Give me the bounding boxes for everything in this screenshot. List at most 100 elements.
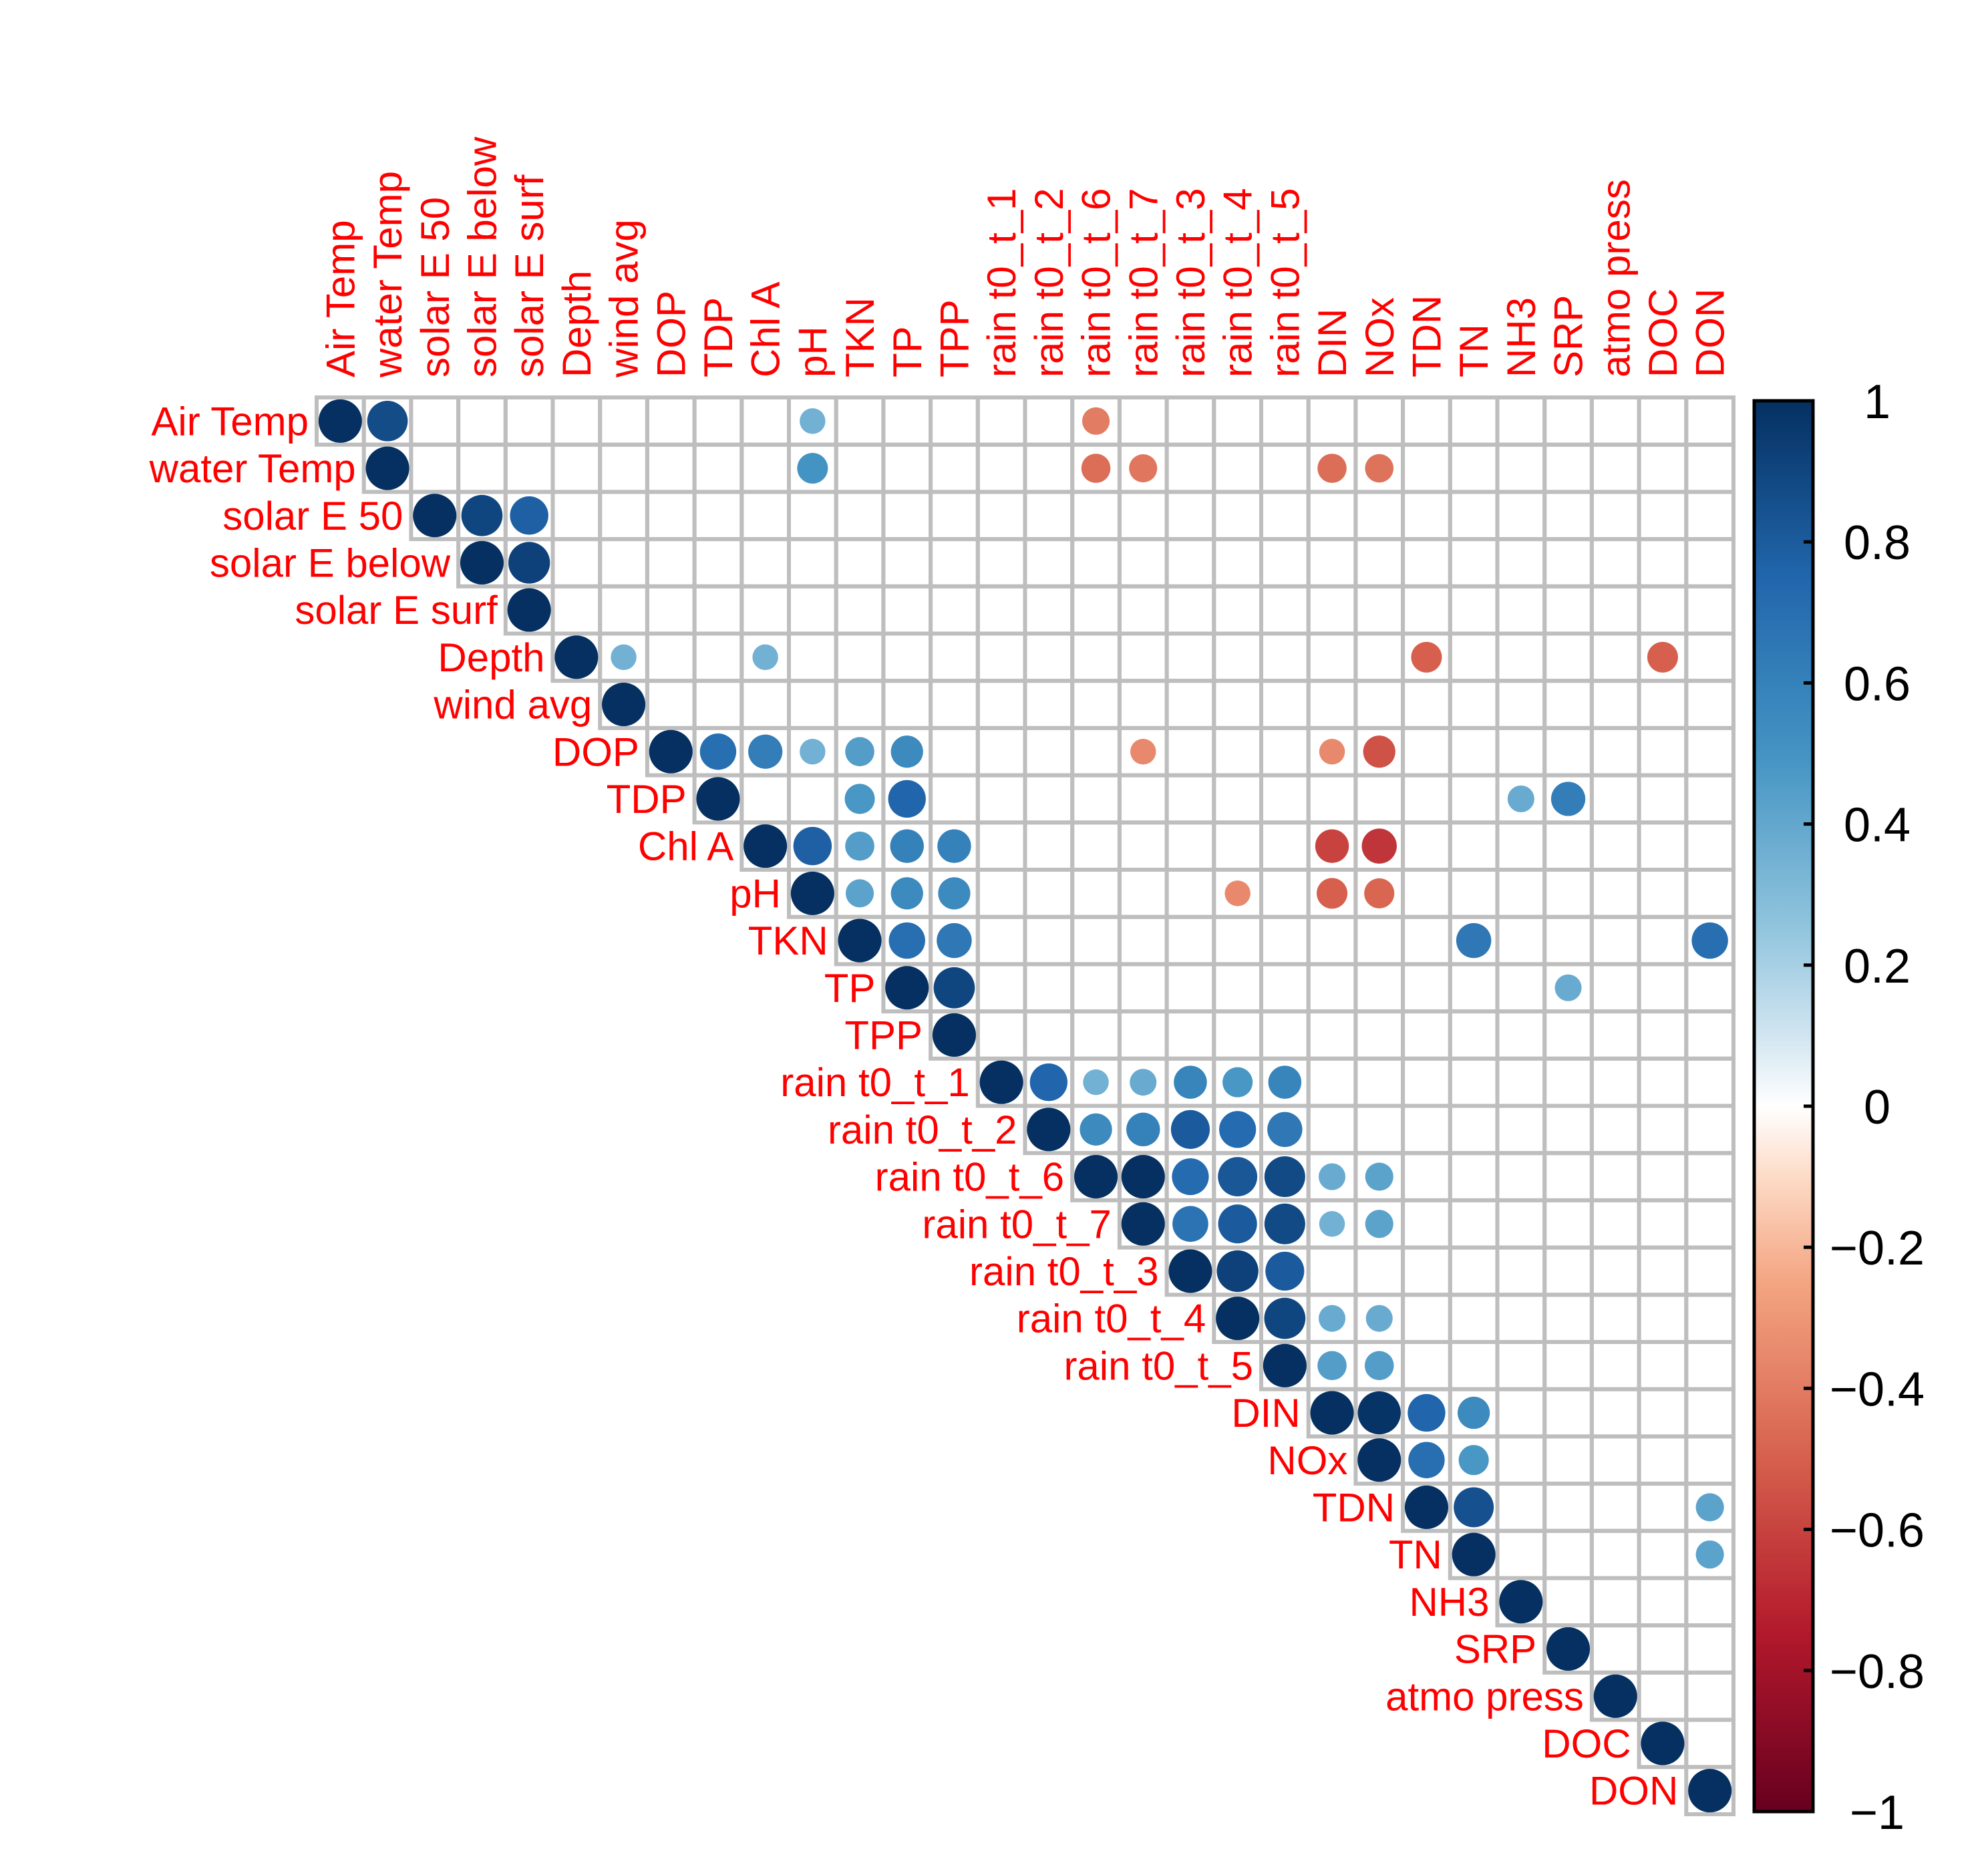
grid-cell — [1117, 962, 1169, 1014]
col-label-rain-t0-t-3: rain t0_t_3 — [1168, 188, 1213, 377]
grid-cell — [1212, 490, 1264, 542]
grid-cell — [975, 725, 1027, 778]
grid-cell — [1542, 1009, 1594, 1061]
grid-cell — [1542, 1387, 1594, 1439]
colorbar-tick-label: −0.6 — [1830, 1504, 1925, 1558]
grid-cell — [1637, 1293, 1689, 1345]
corr-circle-solar-e-below-solar-e-surf — [508, 542, 550, 584]
col-label-wind-avg: wind avg — [602, 219, 647, 378]
grid-cell — [1401, 1340, 1452, 1391]
grid-cell — [692, 442, 744, 494]
grid-cell — [1684, 1009, 1736, 1061]
corr-circle-ph-din — [1317, 878, 1348, 909]
col-label-tn: TN — [1452, 324, 1496, 377]
grid-cell — [1589, 1576, 1641, 1628]
grid-cell — [1259, 725, 1311, 778]
grid-cell — [1023, 679, 1075, 730]
grid-cell — [1448, 631, 1500, 683]
grid-cell — [692, 490, 744, 542]
grid-cell — [1684, 1293, 1736, 1345]
grid-cell — [1637, 1623, 1689, 1675]
grid-cell — [1542, 914, 1594, 967]
colorbar-tick-label: 0.8 — [1844, 516, 1911, 570]
grid-cell — [1164, 679, 1216, 730]
grid-cell — [1542, 1293, 1594, 1345]
corr-circle-dop-tkn — [845, 737, 874, 767]
corr-circle-tdn-tdn — [1404, 1485, 1448, 1529]
grid-cell — [456, 395, 508, 447]
grid-cell — [1495, 914, 1547, 967]
corr-circle-rain-t0-t-6-rain-t0-t-3 — [1172, 1158, 1209, 1196]
grid-cell — [1448, 1151, 1500, 1202]
grid-cell — [1353, 395, 1405, 447]
grid-cell — [1401, 1056, 1452, 1108]
corr-circle-rain-t0-t-5-nox — [1364, 1351, 1394, 1381]
row-label-rain-t0-t-7: rain t0_t_7 — [922, 1202, 1112, 1246]
grid-cell — [1164, 395, 1216, 447]
grid-cell — [739, 442, 792, 494]
grid-cell — [1448, 773, 1500, 825]
row-label-solar-e-below: solar E below — [210, 540, 451, 585]
grid-cell — [1542, 1340, 1594, 1391]
grid-cell — [1259, 537, 1311, 588]
grid-cell — [1589, 395, 1641, 447]
grid-row-wind-avg — [598, 679, 1736, 730]
grid-cell — [1164, 490, 1216, 542]
colorbar-tick-label: 0.2 — [1844, 940, 1911, 993]
row-label-nh3: NH3 — [1409, 1580, 1489, 1625]
grid-cell — [1259, 395, 1311, 447]
col-label-rain-t0-t-1: rain t0_t_1 — [979, 188, 1024, 377]
grid-cell — [1212, 395, 1264, 447]
grid-cell — [1448, 537, 1500, 588]
grid-cell — [1589, 725, 1641, 778]
grid-cell — [787, 631, 838, 683]
corr-circle-ph-tkn — [845, 879, 874, 908]
corr-circle-rain-t0-t-4-rain-t0-t-4 — [1216, 1297, 1260, 1341]
col-label-solar-e-50: solar E 50 — [413, 197, 458, 377]
row-label-tdp: TDP — [607, 777, 687, 822]
corr-circle-chl-a-tkn — [845, 831, 874, 861]
grid-cell — [1401, 584, 1452, 636]
grid-cell — [1306, 1104, 1358, 1156]
colorbar-tick-label: −0.2 — [1830, 1222, 1925, 1275]
grid-cell — [1353, 679, 1405, 730]
grid-cell — [645, 395, 697, 447]
grid-cell — [929, 537, 980, 588]
grid-cell — [739, 584, 792, 636]
grid-cell — [1212, 631, 1264, 683]
colorbar-tick-label: 0 — [1864, 1081, 1890, 1134]
grid-cell — [1637, 1434, 1689, 1486]
col-label-nh3: NH3 — [1499, 297, 1544, 377]
grid-cell — [409, 442, 461, 494]
grid-cell — [1495, 1387, 1547, 1439]
corr-circle-solar-e-below-solar-e-below — [460, 540, 504, 584]
grid-cell — [1023, 914, 1075, 967]
row-label-wind-avg: wind avg — [433, 683, 592, 727]
corr-circle-chl-a-chl-a — [743, 824, 788, 868]
grid-cell — [1117, 820, 1169, 872]
grid-cell — [1259, 631, 1311, 683]
grid-cell — [1306, 962, 1358, 1014]
row-label-dop: DOP — [552, 729, 639, 774]
colorbar-tick-label: −1 — [1850, 1786, 1904, 1840]
col-label-dop: DOP — [649, 291, 693, 377]
grid-cell — [550, 442, 603, 494]
grid-cell — [1542, 584, 1594, 636]
grid-cell — [1306, 537, 1358, 588]
corr-circle-tdp-tkn — [844, 784, 875, 814]
grid-cell — [1212, 537, 1264, 588]
corr-circle-dop-ph — [800, 739, 826, 765]
grid-cell — [1353, 631, 1405, 683]
grid-cell — [834, 679, 886, 730]
corr-circle-rain-t0-t-2-rain-t0-t-2 — [1027, 1108, 1071, 1152]
corr-circle-rain-t0-t-6-rain-t0-t-6 — [1074, 1155, 1118, 1199]
grid-cell — [1589, 1528, 1641, 1580]
grid-cell — [1684, 1245, 1736, 1297]
grid-cell — [1353, 773, 1405, 825]
grid-cell — [1495, 1434, 1547, 1486]
grid-cell — [1448, 1198, 1500, 1250]
corr-circle-doc-doc — [1641, 1721, 1685, 1765]
grid-cell — [1353, 1009, 1405, 1061]
corr-circle-ph-rain-t0-t-4 — [1224, 880, 1251, 906]
grid-cell — [1495, 1482, 1547, 1533]
